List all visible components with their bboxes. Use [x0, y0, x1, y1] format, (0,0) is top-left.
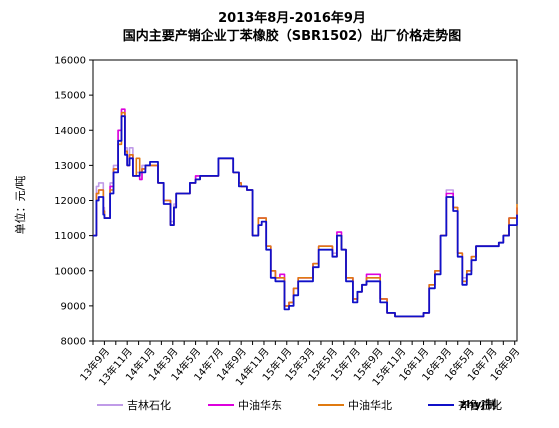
legend-label: 齐鲁石化 — [458, 398, 502, 412]
series-lines — [93, 108, 518, 318]
y-tick-label: 9000 — [61, 301, 86, 312]
y-tick-label: 11000 — [54, 231, 86, 242]
chart-credit: zhyj制 — [460, 397, 496, 411]
y-tick-label: 13000 — [54, 161, 86, 172]
y-tick-label: 12000 — [54, 196, 86, 207]
chart-title: 2013年8月-2016年9月 — [218, 10, 366, 26]
y-tick-label: 10000 — [54, 266, 86, 277]
y-axis-label: 单位：元/吨 — [13, 176, 27, 235]
y-tick-label: 14000 — [54, 126, 86, 137]
series-line-4 — [93, 115, 518, 318]
legend-label: 中油华北 — [348, 398, 392, 412]
legend-label: 吉林石化 — [127, 398, 171, 412]
legend-label: 中油华东 — [238, 398, 282, 412]
chart-subtitle: 国内主要产销企业丁苯橡胶（SBR1502）出厂价格走势图 — [123, 28, 461, 44]
y-tick-label: 16000 — [54, 56, 86, 67]
y-tick-label: 8000 — [61, 337, 86, 348]
y-tick-label: 15000 — [54, 91, 86, 102]
x-axis: 13年9月13年11月14年1月14年3月14年5月14年7月14年9月14年1… — [77, 341, 522, 388]
legend: 吉林石化 中油华东 中油华北 齐鲁石化 — [97, 398, 502, 412]
y-axis: 8000 9000 10000 11000 12000 13000 14000 15000 16… — [54, 56, 93, 348]
